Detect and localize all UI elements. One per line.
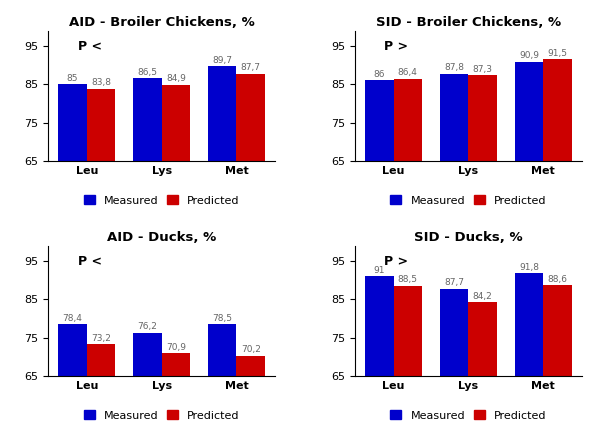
Text: P >: P > (385, 255, 409, 268)
Bar (58, 84, 87, 161)
Bar (394, 286, 422, 376)
Text: 70,2: 70,2 (241, 345, 260, 354)
Bar (543, 59, 572, 161)
Text: 88,5: 88,5 (398, 275, 418, 284)
Text: 85: 85 (67, 74, 78, 83)
Bar (208, 66, 236, 161)
Text: 84,2: 84,2 (473, 292, 493, 301)
Text: P <: P < (77, 255, 101, 268)
Text: 87,3: 87,3 (473, 65, 493, 74)
Bar (87, 344, 115, 376)
Text: 91,5: 91,5 (547, 49, 568, 58)
Bar (440, 73, 469, 161)
Bar (543, 285, 572, 376)
Title: AID - Ducks, %: AID - Ducks, % (107, 231, 216, 244)
Text: 86,5: 86,5 (137, 68, 157, 77)
Text: 76,2: 76,2 (137, 323, 157, 331)
Text: 83,8: 83,8 (91, 78, 111, 87)
Title: SID - Broiler Chickens, %: SID - Broiler Chickens, % (376, 17, 561, 29)
Text: 70,9: 70,9 (166, 343, 186, 352)
Bar (365, 80, 394, 161)
Bar (515, 273, 543, 376)
Legend: Measured, Predicted: Measured, Predicted (386, 191, 551, 210)
Text: 91,8: 91,8 (519, 263, 539, 272)
Bar (236, 356, 265, 376)
Bar (87, 89, 115, 161)
Bar (440, 289, 469, 376)
Text: 84,9: 84,9 (166, 74, 186, 83)
Text: 78,5: 78,5 (212, 314, 232, 323)
Text: 91: 91 (374, 266, 385, 275)
Legend: Measured, Predicted: Measured, Predicted (386, 406, 551, 425)
Bar (394, 79, 422, 161)
Text: 73,2: 73,2 (91, 334, 111, 343)
Text: 86,4: 86,4 (398, 68, 418, 77)
Text: 87,7: 87,7 (444, 278, 464, 287)
Legend: Measured, Predicted: Measured, Predicted (79, 191, 244, 210)
Text: P >: P > (385, 40, 409, 53)
Bar (208, 324, 236, 376)
Legend: Measured, Predicted: Measured, Predicted (79, 406, 244, 425)
Bar (469, 302, 497, 376)
Text: P <: P < (77, 40, 101, 53)
Title: AID - Broiler Chickens, %: AID - Broiler Chickens, % (69, 17, 254, 29)
Text: 88,6: 88,6 (547, 275, 568, 284)
Bar (365, 276, 394, 376)
Bar (133, 333, 161, 376)
Text: 86: 86 (374, 70, 385, 79)
Bar (133, 79, 161, 161)
Bar (58, 325, 87, 376)
Bar (469, 76, 497, 161)
Text: 87,7: 87,7 (241, 63, 260, 73)
Text: 87,8: 87,8 (444, 63, 464, 72)
Text: 78,4: 78,4 (62, 314, 82, 323)
Text: 90,9: 90,9 (519, 51, 539, 60)
Bar (515, 62, 543, 161)
Title: SID - Ducks, %: SID - Ducks, % (414, 231, 523, 244)
Bar (161, 85, 190, 161)
Bar (236, 74, 265, 161)
Bar (161, 353, 190, 376)
Text: 89,7: 89,7 (212, 55, 232, 65)
